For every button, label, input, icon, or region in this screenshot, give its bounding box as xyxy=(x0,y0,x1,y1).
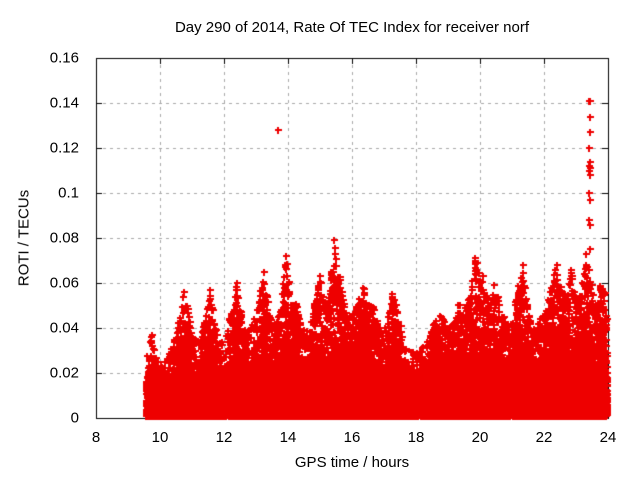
y-tick-label: 0.14 xyxy=(49,94,79,112)
x-tick-label: 16 xyxy=(343,429,361,446)
x-tick-label: 8 xyxy=(91,429,101,446)
x-tick-label: 10 xyxy=(151,429,169,446)
y-tick-label: 0.16 xyxy=(49,49,79,67)
x-tick-label: 14 xyxy=(279,429,297,446)
y-tick-label: 0.06 xyxy=(49,274,79,292)
y-tick-label: 0.08 xyxy=(49,229,79,247)
y-tick-label: 0.1 xyxy=(58,184,79,202)
x-tick-label: 24 xyxy=(599,429,617,446)
x-tick-label: 12 xyxy=(215,429,233,446)
y-tick-label: 0 xyxy=(70,409,79,427)
y-tick-label: 0.12 xyxy=(49,139,79,157)
y-tick-label: 0.02 xyxy=(49,364,79,382)
y-tick-label: 0.04 xyxy=(49,319,79,337)
x-tick-label: 22 xyxy=(535,429,553,446)
x-tick-label: 20 xyxy=(471,429,489,446)
chart-title: Day 290 of 2014, Rate Of TEC Index for r… xyxy=(174,19,530,36)
x-tick-label: 18 xyxy=(407,429,425,446)
x-axis-label: GPS time / hours xyxy=(294,454,410,471)
